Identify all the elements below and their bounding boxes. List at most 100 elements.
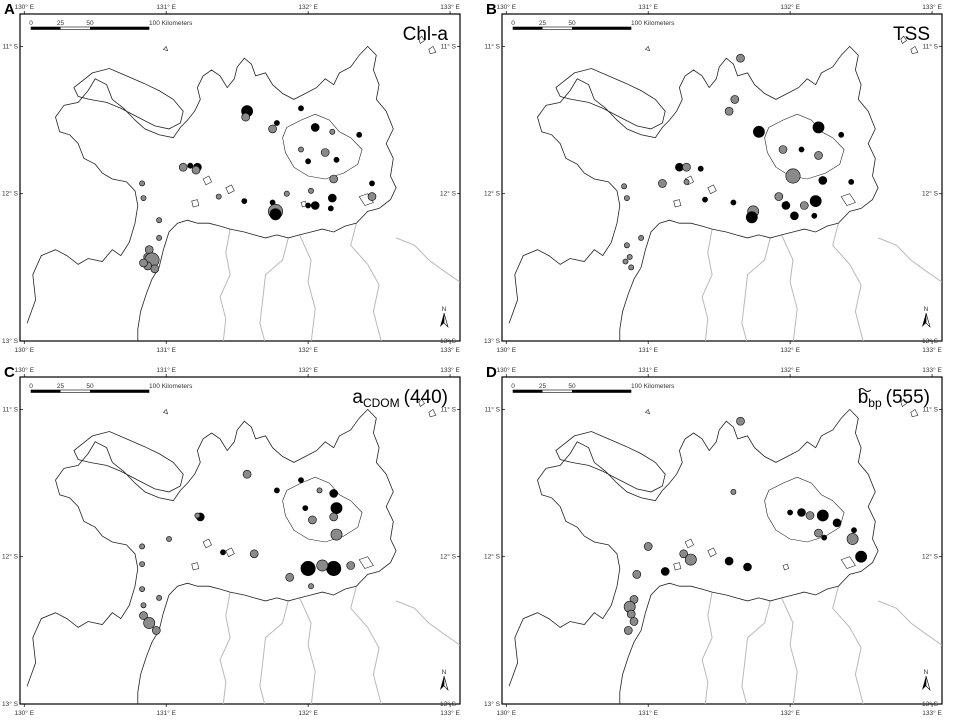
- station-marker: [832, 518, 842, 528]
- station-marker: [660, 567, 670, 576]
- panel-letter-d: D: [486, 364, 497, 381]
- station-marker: [785, 168, 801, 184]
- station-marker: [241, 112, 250, 122]
- station-marker: [285, 572, 295, 582]
- station-marker: [178, 162, 188, 172]
- river-line: [395, 237, 460, 283]
- land-layer: [26, 35, 460, 341]
- station-marker: [724, 556, 734, 566]
- scale-bar-segment: [513, 27, 543, 30]
- station-marker: [730, 199, 737, 206]
- river-line: [701, 229, 713, 341]
- station-marker: [139, 611, 148, 620]
- station-marker: [308, 583, 314, 590]
- land-layer: [26, 398, 460, 704]
- small-island: [162, 408, 169, 415]
- island-outline: [764, 476, 845, 543]
- coastline: [508, 45, 879, 341]
- panel-letter-a: A: [4, 1, 15, 18]
- lat-label-left: 12° S: [2, 190, 19, 198]
- station-marker: [273, 120, 280, 126]
- scale-label: 100 Kilometers: [631, 383, 675, 390]
- small-island: [910, 45, 919, 55]
- station-marker: [152, 626, 161, 635]
- river-line: [350, 586, 382, 704]
- small-island: [428, 408, 437, 418]
- small-island: [358, 193, 374, 206]
- station-marker: [851, 527, 857, 534]
- river-line: [741, 237, 771, 341]
- station-marker: [745, 211, 758, 224]
- station-marker: [187, 162, 194, 169]
- small-island: [673, 199, 682, 208]
- station-marker: [702, 196, 708, 203]
- river-line: [877, 237, 942, 283]
- lon-label-bottom: 133° E: [922, 346, 942, 354]
- island-outline: [764, 113, 845, 180]
- small-island: [191, 199, 200, 208]
- lon-label-top: 133° E: [440, 3, 460, 11]
- station-marker: [329, 174, 339, 184]
- station-marker: [628, 264, 635, 271]
- title-subscript: CDOM: [363, 396, 400, 410]
- station-marker: [809, 195, 822, 207]
- scale-bar-segment: [31, 27, 61, 30]
- station-marker: [150, 264, 160, 274]
- station-marker: [298, 105, 304, 112]
- river-line: [350, 223, 382, 341]
- lon-label-top: 130° E: [14, 366, 34, 374]
- lat-label-right: 11° S: [923, 405, 939, 413]
- coastline: [26, 45, 397, 341]
- small-island: [644, 408, 651, 415]
- lon-label-top: 131° E: [156, 3, 176, 11]
- station-marker: [684, 553, 697, 566]
- scale-label: 100 Kilometers: [631, 20, 675, 27]
- station-marker: [346, 561, 356, 570]
- station-marker: [249, 549, 259, 559]
- scale-label: 25: [57, 383, 65, 390]
- station-marker: [194, 512, 201, 519]
- station-marker: [310, 201, 320, 210]
- station-marker: [329, 128, 336, 135]
- station-marker: [778, 145, 788, 154]
- title-main: b: [858, 387, 869, 408]
- station-marker: [316, 487, 323, 494]
- river-line: [299, 234, 316, 341]
- lat-label-right: 11° S: [441, 405, 457, 413]
- scale-bar-segment: [90, 27, 149, 30]
- station-marker: [621, 183, 627, 190]
- small-island: [191, 562, 200, 571]
- station-marker: [191, 165, 201, 175]
- island-outline: [555, 68, 666, 130]
- river-line: [259, 600, 289, 704]
- station-marker: [682, 162, 691, 172]
- north-arrow-icon: [925, 312, 931, 329]
- scale-label: 25: [539, 20, 547, 27]
- lon-label-top: 130° E: [14, 3, 34, 11]
- map-panel-d: 130° E 130° E 131° E 131° E 132° E 132° E 133°…: [484, 366, 943, 717]
- scale-label: 100 Kilometers: [149, 20, 193, 27]
- panel-letter-c: C: [4, 364, 15, 381]
- lon-label-top: 131° E: [638, 3, 658, 11]
- station-marker: [818, 176, 828, 185]
- station-marker: [139, 258, 148, 268]
- station-marker: [166, 536, 172, 542]
- river-line: [781, 597, 798, 704]
- station-marker: [624, 242, 630, 249]
- scale-bar-segment: [31, 390, 61, 393]
- station-marker: [730, 95, 740, 104]
- station-marker: [821, 534, 828, 541]
- station-marker: [846, 533, 859, 545]
- north-arrow-icon: [440, 313, 444, 327]
- lat-label-right: 12° S: [922, 190, 939, 198]
- river-line: [832, 223, 864, 341]
- station-marker: [797, 508, 806, 517]
- small-island: [162, 45, 169, 52]
- station-marker: [848, 178, 855, 185]
- station-marker: [320, 148, 330, 157]
- lat-label-right: 11° S: [441, 42, 457, 50]
- scale-label: 25: [539, 383, 547, 390]
- station-marker: [658, 179, 667, 188]
- lon-label-bottom: 132° E: [298, 346, 318, 354]
- lat-label-right: 12° S: [922, 553, 939, 561]
